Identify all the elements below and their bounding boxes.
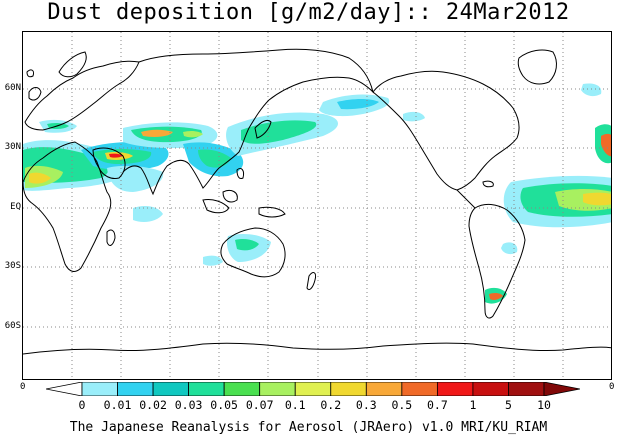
dust-area [403,111,425,122]
dust-area [109,153,123,158]
dust-area [235,239,259,251]
map-title: Dust deposition [g/m2/day]:: 24Mar2012 [47,0,570,25]
colorbar-tick-label: 0.5 [391,398,413,412]
colorbar-tick-label: 1 [469,398,477,412]
coastline-greenland [517,49,557,85]
colorbar-swatch [508,382,545,396]
coastline-scandinavia [58,51,87,78]
coastline-borneo [222,189,238,203]
colorbar-swatch [259,382,296,396]
coastline-newguinea [258,206,286,218]
colorbar-swatch [188,382,225,396]
colorbar [46,382,580,396]
dust-area [198,149,231,168]
colorbar-tick-label: 0.7 [426,398,448,412]
colorbar-right-zero: 0 [609,382,615,392]
colorbar-swatch [152,382,190,396]
dust-area [337,99,379,110]
colorbar-swatch [436,382,474,396]
dust-area [133,206,163,222]
coastline-europe [24,60,140,131]
coastline-arabia [92,147,126,179]
coastline-madagascar [106,229,116,246]
colorbar-swatch [46,382,83,396]
dust-area [203,255,223,266]
colorbar-tick-label: 0.03 [174,398,203,412]
lat-label-60n: 60N [4,83,21,93]
lat-label-60s: 60S [4,321,21,331]
colorbar-tick-label: 0.01 [103,398,132,412]
dust-area [29,172,51,184]
colorbar-tick-label: 0.02 [139,398,167,412]
colorbar-swatch [330,382,367,396]
footer-credit: The Japanese Reanalysis for Aerosol (JRA… [69,420,548,435]
colorbar-tick-label: 0 [78,398,86,412]
coastline-philippines [236,167,244,179]
colorbar-tick-label: 0.05 [210,398,238,412]
colorbar-tick-label: 0.07 [245,398,274,412]
colorbar-swatch [81,382,118,396]
coastline-central-america [456,189,476,209]
coastline-asia [122,48,374,196]
coastline-iceland [26,69,34,78]
dust-area [141,129,173,137]
colorbar-tick-label: 0.1 [284,398,306,412]
colorbar-tick-label: 10 [537,398,551,412]
map-frame [22,31,612,380]
colorbar-tick-label: 0.2 [320,398,342,412]
colorbar-tick-label: 5 [504,398,512,412]
coastline-south-america [468,203,526,319]
colorbar-swatch [294,382,332,396]
coastline-caribbean [482,180,494,188]
coastline-australia [220,227,286,278]
dust-area [183,130,203,138]
colorbar-swatch [117,382,154,396]
coastline-newzealand [306,272,316,291]
colorbar-swatch [401,382,438,396]
dust-area [583,192,611,206]
coastline-africa [23,141,112,272]
coastline-japan [254,119,272,139]
dust-area [601,133,611,157]
colorbar-left-zero: 0 [20,382,26,392]
colorbar-swatch [543,382,580,396]
map-canvas [23,32,611,379]
colorbar-tick-label: 0.3 [355,398,377,412]
dust-area [581,83,602,97]
coastline-indonesia [202,199,230,214]
colorbar-swatch [223,382,261,396]
lat-label-30n: 30N [4,142,21,152]
coastline-uk [28,87,42,101]
dust-area [241,120,317,144]
colorbar-swatch [365,382,403,396]
colorbar-swatch [472,382,509,396]
coastlines [23,48,611,355]
lat-label-eq: EQ [10,202,21,212]
dust-area [501,242,518,255]
colorbar-swatches [46,382,580,396]
dust-area [489,292,503,300]
coastline-antarctica [23,342,611,355]
lat-label-30s: 30S [4,261,21,271]
coastline-north-america [372,70,520,191]
